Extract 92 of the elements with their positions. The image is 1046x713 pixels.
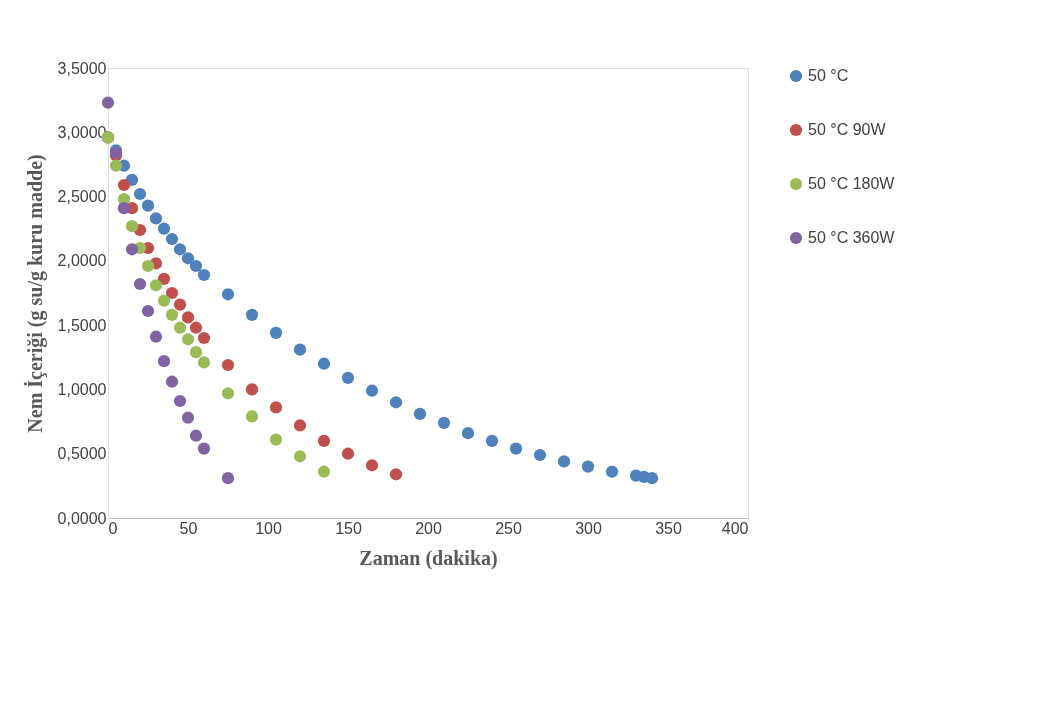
point	[165, 232, 179, 246]
point	[149, 279, 163, 292]
x-axis-title: Zaman (dakika)	[359, 546, 498, 570]
point	[645, 472, 659, 485]
point	[125, 243, 139, 256]
point	[365, 384, 379, 397]
point	[197, 442, 211, 455]
point	[173, 243, 187, 256]
x-tick-label: 200	[415, 519, 442, 537]
point	[581, 460, 595, 473]
point	[157, 355, 171, 368]
point	[317, 357, 331, 370]
point	[341, 447, 355, 460]
point	[221, 387, 235, 400]
point	[141, 199, 155, 212]
point	[413, 407, 427, 420]
point	[189, 429, 203, 442]
y-tick-label: 2,0000	[57, 252, 107, 270]
point	[165, 308, 179, 321]
point	[141, 304, 155, 318]
point	[173, 321, 187, 334]
point	[605, 465, 619, 478]
point	[173, 298, 187, 311]
point	[125, 220, 139, 233]
y-tick-label: 2,5000	[57, 188, 107, 206]
legend-label: 50 °C 90W	[808, 121, 887, 138]
point	[221, 358, 235, 372]
x-tick-label: 350	[655, 519, 682, 537]
y-axis-title: Nem İçeriği (g su/g kuru madde)	[22, 154, 47, 433]
point	[269, 433, 283, 446]
point	[557, 455, 571, 468]
point	[141, 259, 155, 273]
point	[157, 222, 171, 235]
point	[509, 442, 523, 455]
legend-label: 50 °C 180W	[808, 175, 896, 192]
point	[181, 252, 195, 265]
point	[461, 427, 475, 440]
point	[197, 268, 211, 282]
point	[157, 294, 171, 307]
y-tick-label: 0,5000	[57, 445, 107, 463]
point	[117, 202, 131, 215]
point	[197, 356, 211, 369]
legend-label: 50 °C	[808, 67, 849, 84]
point	[533, 448, 547, 462]
point	[101, 96, 115, 109]
x-tick-label: 100	[255, 519, 282, 537]
point	[181, 411, 195, 424]
point	[293, 419, 307, 432]
y-tick-label: 0,0000	[57, 509, 107, 527]
point	[389, 468, 403, 481]
point	[245, 308, 259, 321]
legend-label: 50 °C 360W	[808, 229, 896, 246]
point	[317, 465, 331, 478]
y-tick-label: 1,5000	[57, 316, 107, 334]
point	[485, 434, 499, 447]
point	[149, 330, 163, 343]
point	[109, 159, 123, 172]
x-tick-label: 300	[575, 519, 602, 537]
y-tick-label: 1,0000	[57, 380, 107, 398]
point	[189, 321, 203, 334]
point	[157, 272, 171, 285]
point	[189, 346, 203, 359]
point	[389, 396, 403, 409]
point	[189, 259, 203, 273]
point	[269, 401, 283, 414]
point	[149, 212, 163, 225]
point	[133, 187, 147, 201]
point	[437, 416, 451, 429]
point	[165, 286, 179, 300]
point	[317, 434, 331, 447]
x-tick-label: 150	[335, 519, 362, 537]
point	[181, 311, 195, 324]
point	[221, 288, 235, 301]
point	[221, 472, 235, 485]
point	[341, 371, 355, 384]
point	[365, 459, 379, 472]
point	[181, 333, 195, 346]
y-tick-label: 3,5000	[57, 59, 107, 77]
point	[269, 326, 283, 339]
point	[165, 375, 179, 388]
point	[293, 450, 307, 463]
point	[117, 178, 131, 192]
point	[293, 343, 307, 356]
point	[245, 410, 259, 423]
x-tick-label: 250	[495, 519, 522, 537]
point	[173, 394, 187, 408]
point	[245, 383, 259, 396]
point	[197, 331, 211, 345]
x-tick-label: 0	[108, 519, 118, 537]
x-tick-label: 400	[721, 519, 749, 537]
x-tick-label: 50	[179, 519, 198, 537]
point	[133, 277, 147, 291]
